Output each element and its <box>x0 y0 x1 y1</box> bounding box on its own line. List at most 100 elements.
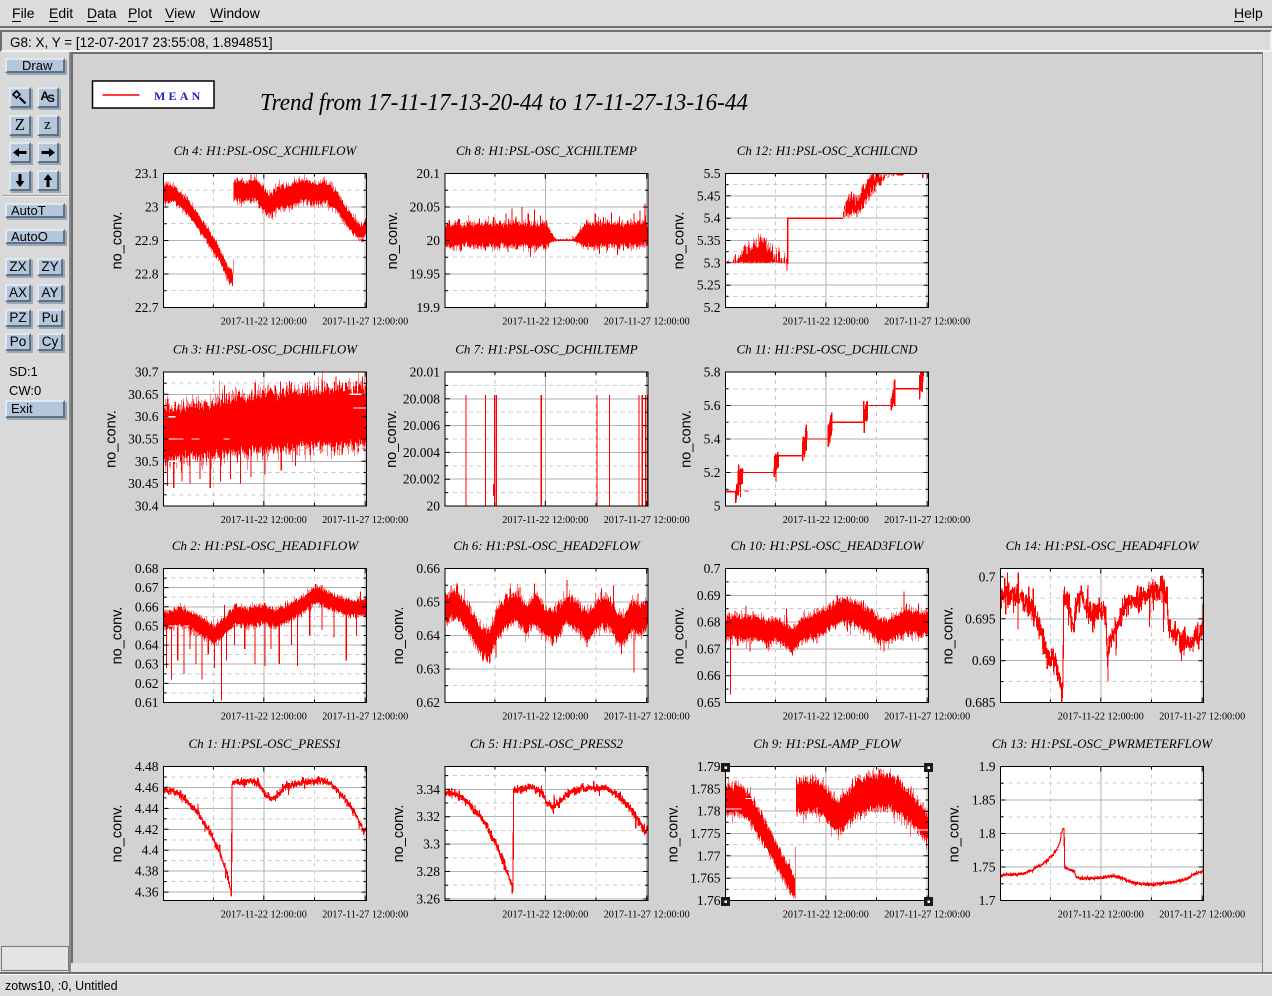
svg-text:1.85: 1.85 <box>972 793 996 808</box>
svg-text:2017-11-27 12:00:00: 2017-11-27 12:00:00 <box>1159 711 1245 723</box>
svg-text:no_conv.: no_conv. <box>110 805 126 863</box>
svg-text:5.2: 5.2 <box>704 465 721 480</box>
svg-text:1.775: 1.775 <box>690 826 721 841</box>
svg-text:Ch 1: H1:PSL-OSC_PRESS1: Ch 1: H1:PSL-OSC_PRESS1 <box>188 736 341 751</box>
svg-text:1.78: 1.78 <box>697 804 721 819</box>
svg-text:2017-11-27 12:00:00: 2017-11-27 12:00:00 <box>884 909 970 921</box>
svg-text:0.62: 0.62 <box>416 695 440 710</box>
svg-text:2017-11-27 12:00:00: 2017-11-27 12:00:00 <box>884 316 970 328</box>
svg-text:Ch 4: H1:PSL-OSC_XCHILFLOW: Ch 4: H1:PSL-OSC_XCHILFLOW <box>174 143 358 158</box>
svg-text:0.63: 0.63 <box>135 657 159 672</box>
svg-text:0.7: 0.7 <box>979 569 996 584</box>
svg-text:Ch 11: H1:PSL-OSC_DCHILCND: Ch 11: H1:PSL-OSC_DCHILCND <box>736 342 918 357</box>
svg-text:5.6: 5.6 <box>704 398 721 413</box>
svg-text:0.685: 0.685 <box>965 695 996 710</box>
svg-text:30.4: 30.4 <box>135 499 159 514</box>
svg-text:0.66: 0.66 <box>416 561 440 576</box>
svg-text:5.35: 5.35 <box>697 233 721 248</box>
svg-text:20: 20 <box>427 499 441 514</box>
svg-text:4.38: 4.38 <box>135 864 159 879</box>
svg-text:30.55: 30.55 <box>128 432 159 447</box>
svg-text:Ch 10: H1:PSL-OSC_HEAD3FLOW: Ch 10: H1:PSL-OSC_HEAD3FLOW <box>731 538 925 553</box>
svg-text:2017-11-27 12:00:00: 2017-11-27 12:00:00 <box>604 909 690 921</box>
svg-text:Ch 6: H1:PSL-OSC_HEAD2FLOW: Ch 6: H1:PSL-OSC_HEAD2FLOW <box>453 538 640 553</box>
svg-text:4.36: 4.36 <box>135 885 159 900</box>
svg-text:1.76: 1.76 <box>697 893 721 908</box>
svg-text:0.68: 0.68 <box>697 615 721 630</box>
svg-text:1.8: 1.8 <box>979 826 996 841</box>
svg-text:0.69: 0.69 <box>972 653 996 668</box>
svg-text:0.64: 0.64 <box>416 628 440 643</box>
svg-text:5.3: 5.3 <box>704 255 721 270</box>
svg-text:0.66: 0.66 <box>697 668 721 683</box>
svg-text:5: 5 <box>714 499 721 514</box>
svg-text:3.34: 3.34 <box>416 782 440 797</box>
svg-text:5.8: 5.8 <box>704 365 721 380</box>
svg-text:2017-11-22 12:00:00: 2017-11-22 12:00:00 <box>1058 711 1144 723</box>
svg-text:2017-11-27 12:00:00: 2017-11-27 12:00:00 <box>322 316 408 328</box>
svg-text:no_conv.: no_conv. <box>666 805 682 863</box>
svg-text:0.65: 0.65 <box>697 695 721 710</box>
svg-text:3.3: 3.3 <box>423 837 440 852</box>
svg-text:Ch 14: H1:PSL-OSC_HEAD4FLOW: Ch 14: H1:PSL-OSC_HEAD4FLOW <box>1006 538 1200 553</box>
svg-text:2017-11-27 12:00:00: 2017-11-27 12:00:00 <box>322 711 408 723</box>
svg-text:no_conv.: no_conv. <box>110 607 126 665</box>
svg-text:22.8: 22.8 <box>135 267 159 282</box>
svg-text:1.7: 1.7 <box>979 893 996 908</box>
svg-text:30.7: 30.7 <box>135 365 159 380</box>
svg-text:0.63: 0.63 <box>416 662 440 677</box>
svg-text:Ch 7: H1:PSL-OSC_DCHILTEMP: Ch 7: H1:PSL-OSC_DCHILTEMP <box>455 342 638 357</box>
svg-text:2017-11-22 12:00:00: 2017-11-22 12:00:00 <box>783 514 869 526</box>
svg-text:3.32: 3.32 <box>416 809 440 824</box>
svg-text:no_conv.: no_conv. <box>679 410 695 468</box>
svg-text:no_conv.: no_conv. <box>391 805 407 863</box>
svg-text:20.1: 20.1 <box>416 166 440 181</box>
svg-text:30.65: 30.65 <box>128 387 159 402</box>
svg-text:2017-11-27 12:00:00: 2017-11-27 12:00:00 <box>884 514 970 526</box>
svg-text:20.004: 20.004 <box>403 445 440 460</box>
svg-text:Ch 9: H1:PSL-AMP_FLOW: Ch 9: H1:PSL-AMP_FLOW <box>753 736 901 751</box>
svg-text:no_conv.: no_conv. <box>941 607 957 665</box>
svg-text:22.7: 22.7 <box>135 300 159 315</box>
svg-text:4.44: 4.44 <box>135 801 159 816</box>
svg-text:no_conv.: no_conv. <box>110 212 126 270</box>
svg-text:1.765: 1.765 <box>690 871 721 886</box>
svg-text:0.65: 0.65 <box>416 595 440 610</box>
svg-text:2017-11-22 12:00:00: 2017-11-22 12:00:00 <box>1058 909 1144 921</box>
svg-text:4.48: 4.48 <box>135 759 159 774</box>
svg-text:no_conv.: no_conv. <box>104 410 120 468</box>
svg-text:1.77: 1.77 <box>697 848 721 863</box>
svg-text:2017-11-22 12:00:00: 2017-11-22 12:00:00 <box>783 711 869 723</box>
svg-text:20.006: 20.006 <box>403 418 440 433</box>
svg-text:19.95: 19.95 <box>410 267 441 282</box>
svg-text:Trend from 17-11-17-13-20-44 t: Trend from 17-11-17-13-20-44 to 17-11-27… <box>260 90 748 116</box>
svg-text:0.69: 0.69 <box>697 588 721 603</box>
svg-text:2017-11-22 12:00:00: 2017-11-22 12:00:00 <box>502 909 588 921</box>
svg-text:MEAN: MEAN <box>154 89 203 103</box>
svg-text:1.75: 1.75 <box>972 860 996 875</box>
svg-text:4.46: 4.46 <box>135 780 159 795</box>
svg-text:2017-11-27 12:00:00: 2017-11-27 12:00:00 <box>322 514 408 526</box>
svg-text:20.01: 20.01 <box>410 365 440 380</box>
svg-text:2017-11-22 12:00:00: 2017-11-22 12:00:00 <box>502 316 588 328</box>
svg-text:no_conv.: no_conv. <box>947 805 963 863</box>
svg-text:2017-11-27 12:00:00: 2017-11-27 12:00:00 <box>604 514 690 526</box>
svg-text:23.1: 23.1 <box>135 166 159 181</box>
svg-text:5.4: 5.4 <box>704 211 721 226</box>
svg-text:Ch 12: H1:PSL-OSC_XCHILCND: Ch 12: H1:PSL-OSC_XCHILCND <box>737 143 918 158</box>
svg-text:4.4: 4.4 <box>142 843 159 858</box>
svg-text:5.4: 5.4 <box>704 432 721 447</box>
svg-text:0.61: 0.61 <box>135 695 159 710</box>
svg-text:2017-11-27 12:00:00: 2017-11-27 12:00:00 <box>1159 909 1245 921</box>
svg-text:Ch 8: H1:PSL-OSC_XCHILTEMP: Ch 8: H1:PSL-OSC_XCHILTEMP <box>456 143 637 158</box>
svg-text:0.67: 0.67 <box>135 580 159 595</box>
svg-text:2017-11-27 12:00:00: 2017-11-27 12:00:00 <box>604 711 690 723</box>
svg-text:0.64: 0.64 <box>135 638 159 653</box>
svg-text:2017-11-22 12:00:00: 2017-11-22 12:00:00 <box>221 909 307 921</box>
svg-text:2017-11-27 12:00:00: 2017-11-27 12:00:00 <box>604 316 690 328</box>
svg-text:2017-11-22 12:00:00: 2017-11-22 12:00:00 <box>502 514 588 526</box>
svg-text:2017-11-27 12:00:00: 2017-11-27 12:00:00 <box>884 711 970 723</box>
svg-text:Ch 2: H1:PSL-OSC_HEAD1FLOW: Ch 2: H1:PSL-OSC_HEAD1FLOW <box>172 538 359 553</box>
svg-text:0.695: 0.695 <box>965 611 996 626</box>
svg-text:2017-11-22 12:00:00: 2017-11-22 12:00:00 <box>502 711 588 723</box>
